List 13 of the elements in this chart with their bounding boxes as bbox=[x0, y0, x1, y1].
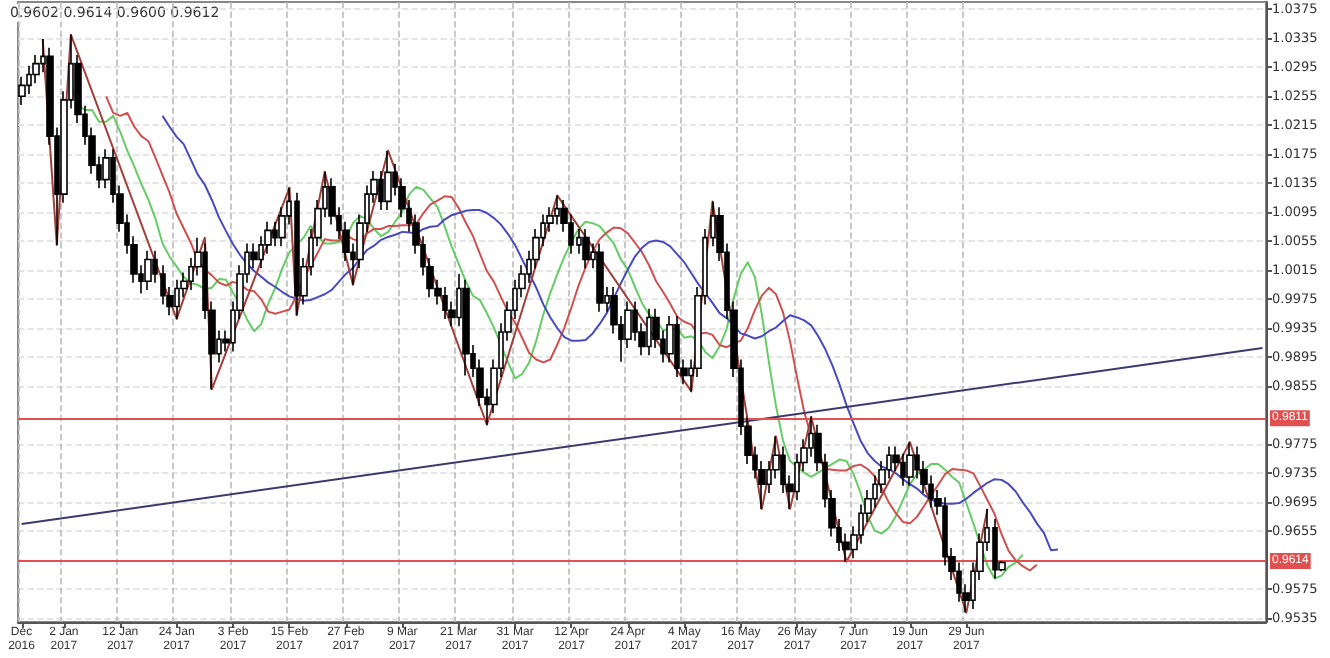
candlestick bbox=[906, 441, 914, 487]
candlestick bbox=[646, 307, 652, 356]
candlestick bbox=[596, 242, 604, 313]
candlestick bbox=[462, 278, 470, 377]
line-series bbox=[161, 114, 1059, 552]
candlestick bbox=[174, 278, 180, 320]
candlestick bbox=[582, 228, 590, 269]
candlestick bbox=[294, 191, 300, 317]
candlestick bbox=[442, 286, 448, 320]
candlestick bbox=[554, 194, 560, 226]
candlestick bbox=[144, 249, 152, 291]
candlestick bbox=[384, 149, 392, 211]
candlestick bbox=[674, 315, 680, 378]
